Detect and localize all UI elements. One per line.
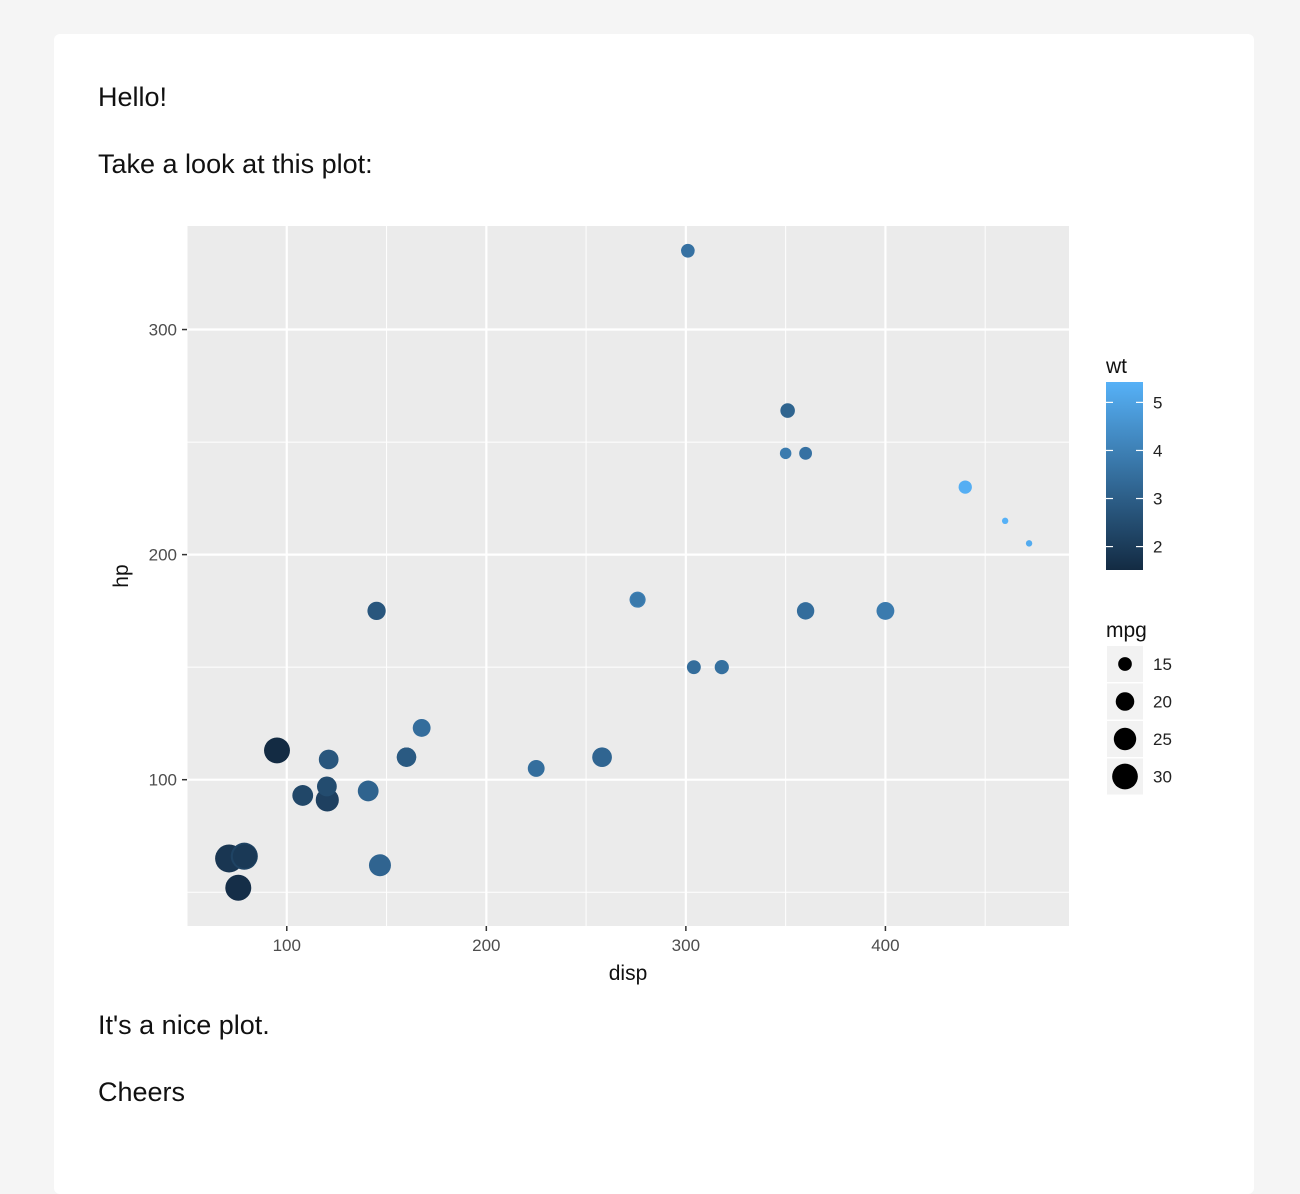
x-tick-label: 400 — [871, 936, 899, 955]
x-axis-title: disp — [609, 962, 648, 985]
data-point — [681, 243, 695, 258]
data-point — [1025, 540, 1033, 547]
data-point — [225, 874, 252, 901]
color-bar — [1106, 382, 1143, 570]
y-tick-label: 300 — [149, 321, 177, 340]
size-legend-key-point — [1115, 692, 1135, 711]
color-legend-wt: wt 2 3 4 5 — [1105, 355, 1162, 570]
data-point — [796, 602, 815, 620]
minor-gridlines — [186, 226, 1069, 926]
x-tick-label: 100 — [273, 936, 301, 955]
data-point — [367, 601, 386, 621]
comment-text: It's a nice plot. — [98, 1010, 270, 1040]
data-point — [714, 660, 729, 675]
data-point — [316, 776, 337, 797]
x-axis: 100 200 300 400 — [273, 926, 900, 955]
data-point — [780, 403, 795, 418]
y-tick-label: 200 — [149, 546, 177, 565]
x-tick-label: 200 — [472, 936, 500, 955]
data-point — [264, 737, 290, 764]
data-point — [958, 480, 972, 494]
size-legend-label: 25 — [1153, 730, 1172, 749]
size-legend-label: 15 — [1153, 655, 1172, 674]
signoff-text: Cheers — [98, 1077, 186, 1107]
data-point — [318, 749, 339, 770]
intro-text: Take a look at this plot: — [98, 149, 373, 179]
size-legend-title: mpg — [1106, 619, 1147, 642]
y-axis-title: hp — [110, 564, 133, 587]
color-legend-label: 4 — [1153, 441, 1162, 460]
size-legend-label: 30 — [1153, 768, 1172, 787]
data-point — [368, 854, 391, 877]
data-point — [592, 747, 612, 768]
y-tick-label: 100 — [149, 771, 177, 790]
data-point — [876, 601, 895, 620]
y-axis: 100 200 300 — [149, 321, 187, 790]
color-legend-ticks: 2 3 4 5 — [1106, 393, 1162, 557]
size-legend-keys: 15 20 25 30 — [1107, 646, 1172, 795]
size-legend-key-point — [1118, 657, 1132, 671]
data-point — [527, 760, 545, 777]
data-point — [799, 446, 813, 460]
size-legend-mpg: mpg 15 20 25 30 — [1106, 619, 1172, 795]
size-legend-key-point — [1112, 763, 1138, 790]
greeting-text: Hello! — [98, 82, 168, 112]
data-points — [215, 243, 1033, 901]
x-tick-label: 300 — [672, 936, 700, 955]
data-point — [630, 592, 645, 607]
color-legend-label: 2 — [1153, 538, 1162, 557]
size-legend-label: 20 — [1153, 693, 1172, 712]
data-point — [292, 785, 314, 806]
color-legend-title: wt — [1105, 355, 1127, 378]
data-point — [1001, 517, 1009, 525]
data-point — [357, 780, 379, 802]
data-point — [396, 747, 417, 767]
scatter-plot: 100 200 300 400 100 200 300 disp hp wt 2 3 4 5 m… — [110, 226, 1172, 985]
data-point — [232, 844, 257, 869]
color-legend-label: 3 — [1153, 490, 1162, 509]
plot-panel — [187, 226, 1069, 926]
data-point — [413, 719, 430, 737]
size-legend-key-point — [1113, 727, 1137, 751]
data-point — [686, 660, 701, 675]
color-legend-label: 5 — [1153, 393, 1162, 412]
data-point — [779, 447, 792, 460]
